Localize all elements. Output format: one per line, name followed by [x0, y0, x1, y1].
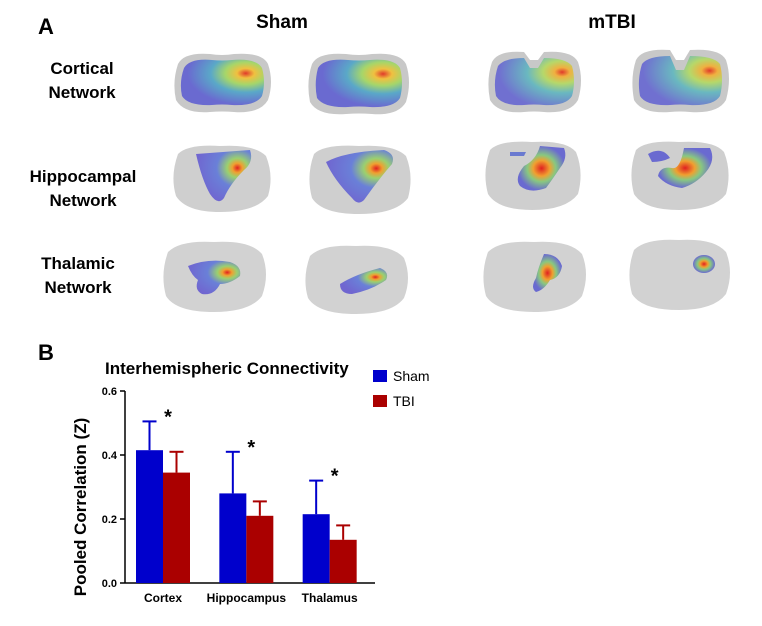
row-label-cortical-line2: Network [48, 83, 116, 102]
row-label-hippocampal-line2: Network [49, 191, 117, 210]
significance-asterisk-hippocampus: * [247, 437, 255, 459]
row-label-thalamic: Thalamic Network [8, 252, 148, 300]
bar-tbi-hippocampus [246, 515, 274, 583]
row-label-hippocampal-line1: Hippocampal [29, 167, 137, 186]
bar-sham-thalamus [302, 514, 330, 583]
legend-swatch-sham [373, 370, 387, 382]
row-label-cortical: Cortical Network [12, 57, 152, 105]
brain-slice-sham-thalamic-1 [163, 241, 266, 312]
row-label-cortical-line1: Cortical [50, 59, 114, 78]
panel-b-label: B [38, 340, 54, 365]
x-tick-label-cortex: Cortex [144, 591, 182, 605]
panel-a-label: A [38, 14, 54, 39]
brain-slice-mtbi-thalamic-2 [629, 239, 730, 310]
x-tick-label-hippocampus: Hippocampus [207, 591, 287, 605]
brain-slice-sham-cortical-1 [174, 53, 271, 113]
significance-asterisk-cortex: * [164, 406, 172, 428]
legend-swatch-tbi [373, 395, 387, 407]
y-tick-label: 0.4 [102, 450, 118, 462]
brain-slice-sham-cortical-2 [308, 53, 409, 115]
row-label-thalamic-line1: Thalamic [41, 254, 115, 273]
chart-title: Interhemispheric Connectivity [105, 359, 349, 378]
brain-slice-mtbi-hippocampal-1 [485, 141, 581, 210]
legend-label-sham: Sham [393, 368, 430, 384]
bar-tbi-thalamus [329, 539, 357, 583]
brain-slice-sham-hippocampal-1 [173, 145, 271, 212]
brain-slice-sham-hippocampal-2 [309, 145, 411, 214]
brain-slice-mtbi-cortical-1 [488, 51, 581, 113]
y-tick-label: 0.6 [102, 386, 117, 398]
row-label-hippocampal: Hippocampal Network [13, 165, 153, 213]
bar-sham-hippocampus [219, 493, 247, 583]
bar-sham-cortex [136, 450, 163, 583]
row-label-thalamic-line2: Network [44, 278, 112, 297]
y-tick-label: 0.2 [102, 514, 117, 526]
legend: Sham TBI [373, 368, 430, 409]
brain-slice-mtbi-thalamic-1 [483, 241, 586, 312]
brain-slice-sham-thalamic-2 [305, 245, 408, 314]
x-tick-label-thalamus: Thalamus [302, 591, 358, 605]
brain-slice-mtbi-cortical-2 [632, 49, 729, 113]
bar-chart: Interhemispheric Connectivity Pooled Cor… [71, 359, 430, 605]
legend-label-tbi: TBI [393, 393, 415, 409]
bar-tbi-cortex [163, 472, 190, 583]
y-tick-label: 0.0 [102, 578, 117, 590]
plot-area: 0.0 0.2 0.4 0.6 Cortex * Hippocampus * Thalamus * [102, 386, 375, 605]
brain-slice-mtbi-hippocampal-2 [631, 141, 729, 210]
y-axis-label: Pooled Correlation (Z) [71, 418, 90, 597]
significance-asterisk-thalamus: * [331, 466, 339, 488]
column-header-sham: Sham [256, 12, 308, 33]
column-header-mtbi: mTBI [588, 12, 636, 33]
